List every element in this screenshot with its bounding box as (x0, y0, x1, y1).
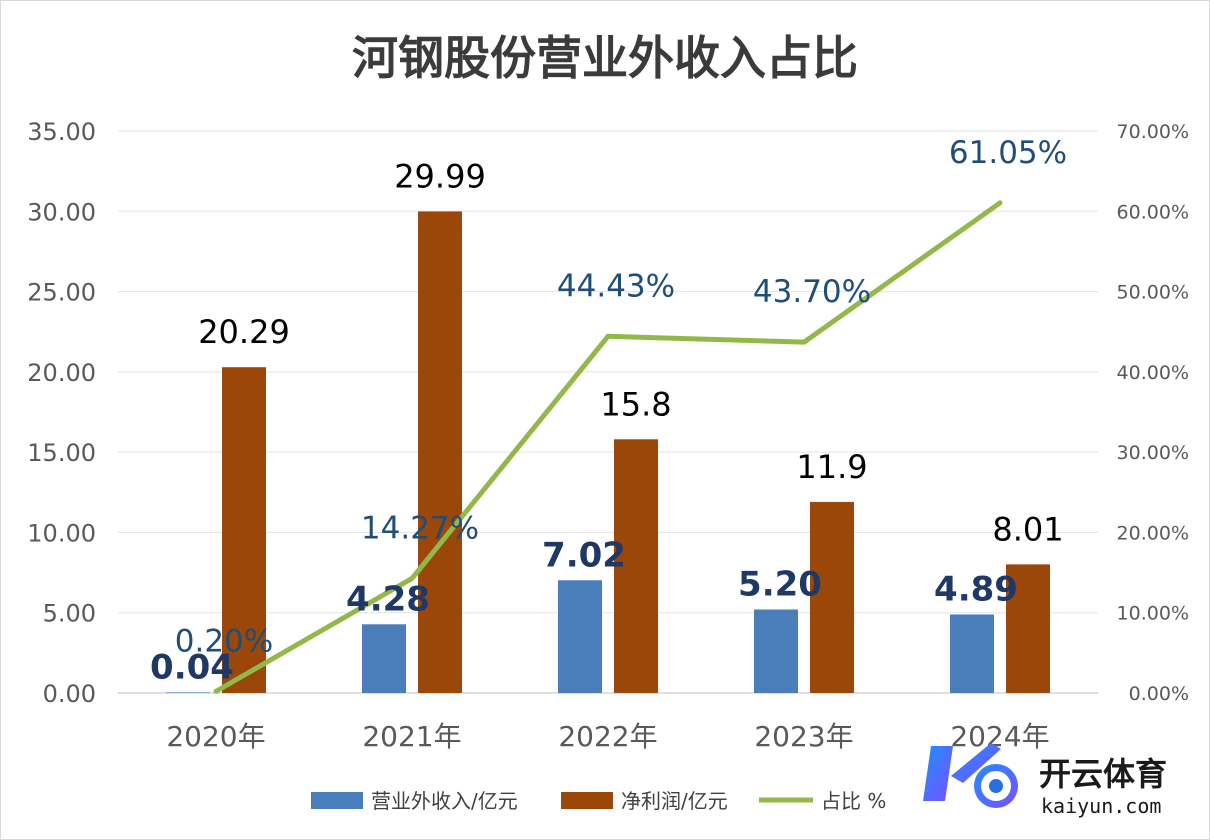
left-tick-label: 20.00 (27, 359, 96, 387)
bar-profit (222, 367, 266, 693)
ratio-point (997, 200, 1003, 206)
ratio-point (605, 333, 611, 339)
data-label-income: 5.20 (738, 565, 822, 605)
right-tick-label: 10.00% (1117, 603, 1189, 625)
watermark: 开云体育 kaiyun.com (923, 743, 1167, 818)
data-label-ratio: 0.20% (175, 623, 273, 659)
left-tick-label: 15.00 (27, 439, 96, 467)
ratio-line-group (213, 200, 1003, 694)
left-tick-label: 0.00 (43, 680, 96, 708)
data-label-profit: 29.99 (394, 157, 486, 195)
left-tick-label: 25.00 (27, 279, 96, 307)
left-axis: 0.00 5.00 10.00 15.00 20.00 25.00 30.00 35.00 (27, 118, 96, 708)
data-label-profit: 11.9 (796, 448, 867, 486)
category-label: 2021年 (362, 720, 461, 753)
left-tick-label: 30.00 (27, 198, 96, 226)
data-label-ratio: 14.27% (361, 510, 479, 546)
data-label-profit: 8.01 (992, 510, 1063, 548)
watermark-domain: kaiyun.com (1041, 794, 1161, 818)
right-tick-label: 70.00% (1117, 121, 1189, 143)
bar-income (558, 580, 602, 693)
bar-income (754, 609, 798, 693)
bar-profit (418, 211, 462, 693)
right-tick-label: 60.00% (1117, 201, 1189, 223)
category-label: 2023年 (754, 720, 853, 753)
bar-income (950, 614, 994, 693)
legend-label-income: 营业外收入/亿元 (371, 789, 518, 813)
watermark-brand: 开云体育 (1039, 755, 1167, 793)
legend-swatch-income (311, 792, 363, 809)
gridlines (118, 130, 1098, 694)
category-label: 2020年 (166, 720, 265, 753)
category-label: 2024年 (950, 720, 1049, 753)
data-label-ratio: 61.05% (949, 135, 1067, 171)
right-axis: 0.00% 10.00% 20.00% 30.00% 40.00% 50.00% 60.00… (1117, 121, 1189, 705)
data-label-ratio: 43.70% (753, 274, 871, 310)
right-tick-label: 30.00% (1117, 442, 1189, 464)
left-tick-label: 35.00 (27, 118, 96, 146)
bars (166, 211, 1050, 693)
category-label: 2022年 (558, 720, 657, 753)
chart-title: 河钢股份营业外收入占比 (352, 31, 858, 85)
legend-label-ratio: 占比 % (821, 789, 886, 813)
bar-income (362, 624, 406, 693)
bar-profit (810, 501, 854, 693)
left-tick-label: 10.00 (27, 519, 96, 547)
right-tick-label: 40.00% (1117, 362, 1189, 384)
left-tick-label: 5.00 (43, 600, 96, 628)
data-label-income: 4.28 (346, 579, 430, 619)
right-tick-label: 0.00% (1129, 683, 1189, 705)
right-tick-label: 50.00% (1117, 282, 1189, 304)
legend-label-profit: 净利润/亿元 (621, 789, 728, 813)
right-tick-label: 20.00% (1117, 522, 1189, 544)
bar-profit (614, 439, 658, 693)
category-axis: 2020年 2021年 2022年 2023年 2024年 (166, 720, 1049, 753)
ratio-point (213, 688, 219, 694)
data-label-profit: 15.8 (600, 385, 671, 423)
legend: 营业外收入/亿元 净利润/亿元 占比 % (311, 789, 886, 813)
data-label-ratio: 44.43% (557, 268, 675, 304)
bar-income (166, 692, 210, 693)
data-label-income: 7.02 (542, 535, 626, 575)
legend-swatch-profit (561, 792, 613, 809)
data-labels: 0.04 4.28 7.02 5.20 4.89 20.29 29.99 15.8 11.9 8.… (150, 135, 1067, 688)
kaiyun-logo-icon (923, 743, 1018, 808)
ratio-point (801, 339, 807, 345)
ratio-point (409, 575, 415, 581)
data-label-income: 0.04 (150, 647, 234, 687)
data-label-income: 4.89 (934, 569, 1018, 609)
bar-profit (1006, 564, 1050, 693)
data-label-profit: 20.29 (198, 313, 290, 351)
